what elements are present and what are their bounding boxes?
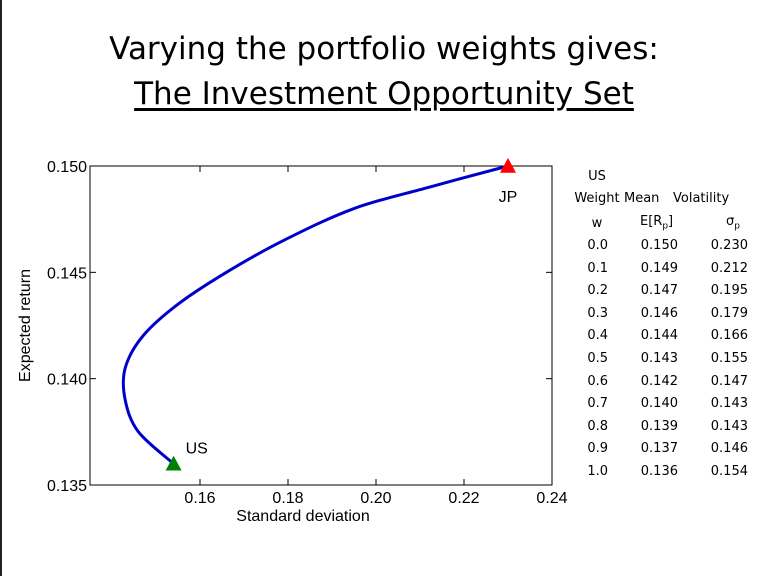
marker-jp-label: JP: [499, 189, 518, 206]
table-cell-mean: 0.147: [640, 283, 678, 299]
weights-table: US Weight w Mean E[Rp] Volatility σp 0.0…: [552, 165, 752, 485]
table-cell-weight: 1.0: [587, 464, 608, 479]
volatility-header-label: Volatility: [673, 191, 730, 206]
y-tick-label: 0.135: [47, 478, 87, 495]
opportunity-set-chart: 0.16 0.18 0.20 0.22 0.24 0.135 0.140 0.145 0.150…: [17, 158, 568, 525]
table-cell-weight: 0.0: [587, 238, 608, 253]
table-cell-volatility: 0.230: [710, 238, 748, 253]
slide-left-border: [0, 0, 2, 576]
marker-us-label: US: [186, 441, 208, 458]
table-cell-volatility: 0.155: [710, 351, 748, 366]
weight-header-symbol: w: [591, 216, 603, 231]
table-cell-volatility: 0.212: [710, 260, 748, 276]
x-tick-label: 0.20: [360, 490, 391, 507]
y-tick-label: 0.145: [47, 265, 87, 282]
x-tick-label: 0.18: [272, 490, 303, 507]
table-cell-weight: 0.7: [587, 396, 608, 412]
opportunity-set-line: [121, 164, 509, 465]
table-cell-mean: 0.137: [640, 441, 678, 457]
table-cell-weight: 0.2: [587, 283, 608, 299]
volatility-header-symbol: σp: [726, 214, 740, 232]
table-cell-weight: 0.4: [587, 328, 608, 344]
table-cell-mean: 0.144: [640, 328, 678, 344]
slide-title-line2: The Investment Opportunity Set: [134, 76, 634, 112]
y-tick-label: 0.140: [47, 372, 87, 389]
table-cell-volatility: 0.166: [710, 328, 748, 344]
table-cell-mean: 0.143: [640, 351, 678, 366]
table-cell-mean: 0.146: [640, 305, 678, 321]
table-cell-weight: 0.1: [587, 260, 608, 276]
y-axis-label: Expected return: [17, 269, 34, 382]
x-tick-label: 0.22: [448, 490, 479, 507]
x-axis-label: Standard deviation: [236, 508, 369, 525]
table-cell-weight: 0.9: [587, 441, 608, 457]
table-cell-mean: 0.150: [640, 238, 678, 253]
table-cell-weight: 0.6: [587, 373, 608, 389]
plot-frame: [89, 165, 553, 486]
x-tick-label: 0.16: [184, 490, 215, 507]
table-cell-mean: 0.136: [640, 464, 678, 479]
marker-us-triangle: [165, 455, 182, 471]
table-cell-weight: 0.3: [587, 305, 608, 321]
y-tick-label: 0.150: [47, 159, 87, 176]
table-cell-volatility: 0.143: [710, 418, 748, 434]
table-cell-mean: 0.142: [640, 373, 678, 389]
marker-jp-triangle: [500, 158, 516, 173]
table-cell-volatility: 0.195: [710, 283, 748, 299]
x-tick-label: 0.24: [536, 490, 567, 507]
table-cell-volatility: 0.179: [710, 305, 748, 321]
table-cell-volatility: 0.147: [710, 373, 748, 389]
mean-header-label: Mean: [624, 191, 660, 206]
weight-header-mid: Weight: [574, 191, 620, 206]
table-cell-mean: 0.149: [640, 260, 678, 276]
table-cell-mean: 0.140: [640, 396, 678, 412]
weight-header-top: US: [588, 169, 606, 184]
table-cell-volatility: 0.146: [710, 441, 748, 457]
table-cell-mean: 0.139: [640, 418, 678, 434]
slide-title-line1: Varying the portfolio weights gives:: [109, 31, 659, 67]
table-cell-weight: 0.8: [587, 418, 608, 434]
table-cell-volatility: 0.143: [710, 396, 748, 412]
mean-header-symbol: E[Rp]: [640, 214, 674, 232]
table-cell-volatility: 0.154: [710, 464, 748, 479]
table-cell-weight: 0.5: [587, 351, 608, 366]
